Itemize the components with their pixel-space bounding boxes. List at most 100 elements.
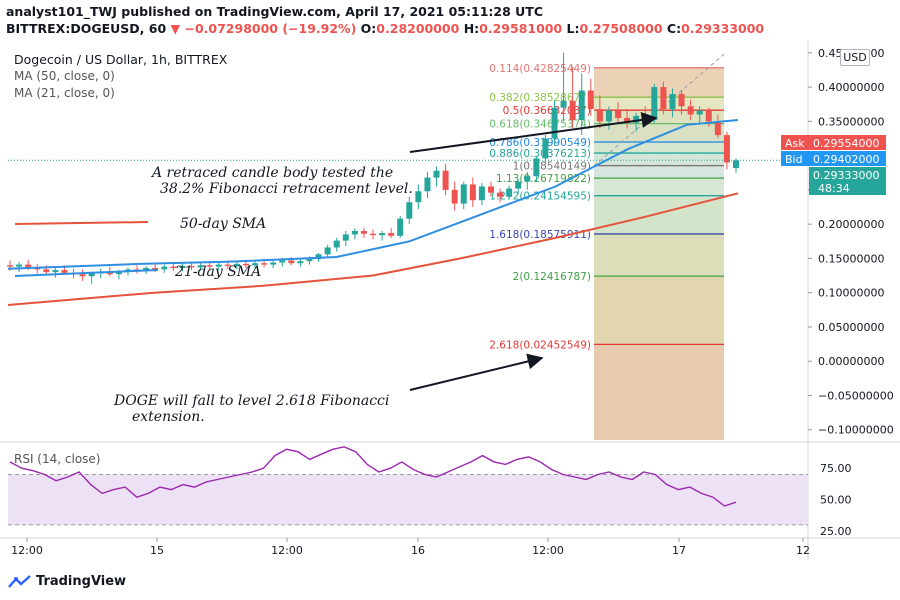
countdown-value: 48:34 xyxy=(818,182,850,195)
fib-level-label: 0.786(0.31990549) xyxy=(489,137,591,149)
high-label: H: xyxy=(463,21,480,36)
candle-body xyxy=(624,117,631,123)
candle-body xyxy=(424,177,431,192)
candle-body xyxy=(605,110,612,122)
candle-body xyxy=(615,110,622,118)
candle-body xyxy=(215,264,222,267)
candle-body xyxy=(587,90,594,110)
candle-body xyxy=(542,138,549,159)
candle-body xyxy=(297,261,304,264)
fib-level-label: 0.886(0.30376213) xyxy=(489,148,591,160)
rsi-legend[interactable]: RSI (14, close) xyxy=(14,452,101,466)
currency-button[interactable]: USD xyxy=(840,49,870,66)
fib-zone xyxy=(594,233,724,277)
fib-zone xyxy=(594,153,724,166)
candle-body xyxy=(433,170,440,178)
candle-body xyxy=(179,265,186,269)
candle-body xyxy=(161,266,168,270)
fib-level-label: 1.618(0.18575911) xyxy=(489,229,591,241)
annotation-retrace-line1: A retraced candle body tested the xyxy=(150,165,393,181)
fib-level-label: 0.382(0.38528677) xyxy=(489,92,591,104)
candle-body xyxy=(633,115,640,123)
candle-body xyxy=(188,265,195,268)
tradingview-logo-icon xyxy=(8,574,31,588)
candle-body xyxy=(415,191,422,203)
candle-body xyxy=(487,186,494,193)
candle-body xyxy=(469,184,476,201)
fib-zone xyxy=(594,67,724,98)
candle-body xyxy=(379,233,386,236)
candle-body xyxy=(560,100,567,108)
annotation-sma21: 21-day SMA xyxy=(174,264,261,280)
change-value: ▼ −0.07298000 (−19.92%) xyxy=(170,21,357,36)
candle-body xyxy=(242,263,249,266)
sma50-sample-line xyxy=(14,221,149,225)
time-tick-label: 12:00 xyxy=(271,544,303,557)
candle-body xyxy=(351,231,358,235)
time-tick-label: 12:00 xyxy=(532,544,564,557)
annotation-retrace-line2: 38.2% Fibonacci retracement level. xyxy=(160,181,413,197)
ma50-legend[interactable]: MA (50, close, 0) xyxy=(14,69,115,83)
arrow-retrace xyxy=(409,112,658,153)
fib-level-label: 1(0.28540149) xyxy=(513,161,591,173)
fib-zone xyxy=(594,141,724,154)
price-tick-label: 0.20000000 xyxy=(818,218,884,231)
candle-body xyxy=(533,158,540,177)
candle-body xyxy=(596,109,603,122)
ohlc-bar: BITTREX:DOGEUSD, 60 ▼ −0.07298000 (−19.9… xyxy=(6,21,764,36)
arrow-fall xyxy=(409,353,544,391)
fib-level-label: 2.618(0.02452549) xyxy=(489,339,591,351)
rsi-tick-label: 25.00 xyxy=(820,525,852,538)
candle-body xyxy=(270,262,277,265)
candle-body xyxy=(52,270,59,273)
fib-level-label: 0.114(0.42825449) xyxy=(489,63,591,75)
time-tick-label: 17 xyxy=(672,544,686,557)
candle-body xyxy=(524,176,531,182)
candle-body xyxy=(224,264,231,266)
ma21-legend[interactable]: MA (21, close, 0) xyxy=(14,86,115,100)
candle-body xyxy=(723,135,730,163)
low-label: L: xyxy=(566,21,580,36)
publish-text: analyst101_TWJ published on TradingView.… xyxy=(6,4,543,19)
candle-body xyxy=(34,268,41,270)
price-tick-label: 0.00000000 xyxy=(818,355,884,368)
close-label: C: xyxy=(666,21,682,36)
candle-body xyxy=(324,247,331,255)
price-tick-label: −0.05000000 xyxy=(818,389,894,402)
symbol-interval: BITTREX:DOGEUSD, 60 xyxy=(6,21,167,36)
publish-info: analyst101_TWJ published on TradingView.… xyxy=(6,4,543,19)
fib-level-label: 2(0.12416787) xyxy=(513,271,591,283)
candle-body xyxy=(551,107,558,139)
open-label: O: xyxy=(360,21,377,36)
candle-body xyxy=(61,270,68,273)
annotation-fall-line2: extension. xyxy=(132,409,205,425)
bid-value-bg xyxy=(809,151,886,166)
rsi-band xyxy=(8,474,808,525)
candle-body xyxy=(88,273,95,277)
candle-body xyxy=(678,93,685,107)
candle-body xyxy=(143,268,150,271)
fib-trend-line xyxy=(593,53,725,167)
price-tick-label: 0.10000000 xyxy=(818,287,884,300)
price-tick-label: 0.35000000 xyxy=(818,115,884,128)
candle-body xyxy=(696,110,703,115)
ask-value: 0.29554000 xyxy=(813,137,879,150)
candle-body xyxy=(315,254,322,260)
candle-body xyxy=(342,234,349,241)
candle-body xyxy=(252,263,259,266)
candle-body xyxy=(333,240,340,248)
tradingview-logo[interactable]: TradingView xyxy=(8,574,126,589)
fib-zone xyxy=(594,123,724,142)
candle-body xyxy=(687,106,694,115)
bid-value: 0.29402000 xyxy=(813,153,879,166)
time-tick-label: 12 xyxy=(796,544,810,557)
fib-zone xyxy=(594,110,724,124)
time-tick-label: 16 xyxy=(411,544,425,557)
rsi-tick-label: 75.00 xyxy=(820,462,852,475)
candle-body xyxy=(261,263,268,265)
candle-body xyxy=(370,233,376,236)
price-tick-label: −0.10000000 xyxy=(818,424,894,437)
candle-body xyxy=(306,259,313,262)
last-price-bg xyxy=(809,167,886,195)
